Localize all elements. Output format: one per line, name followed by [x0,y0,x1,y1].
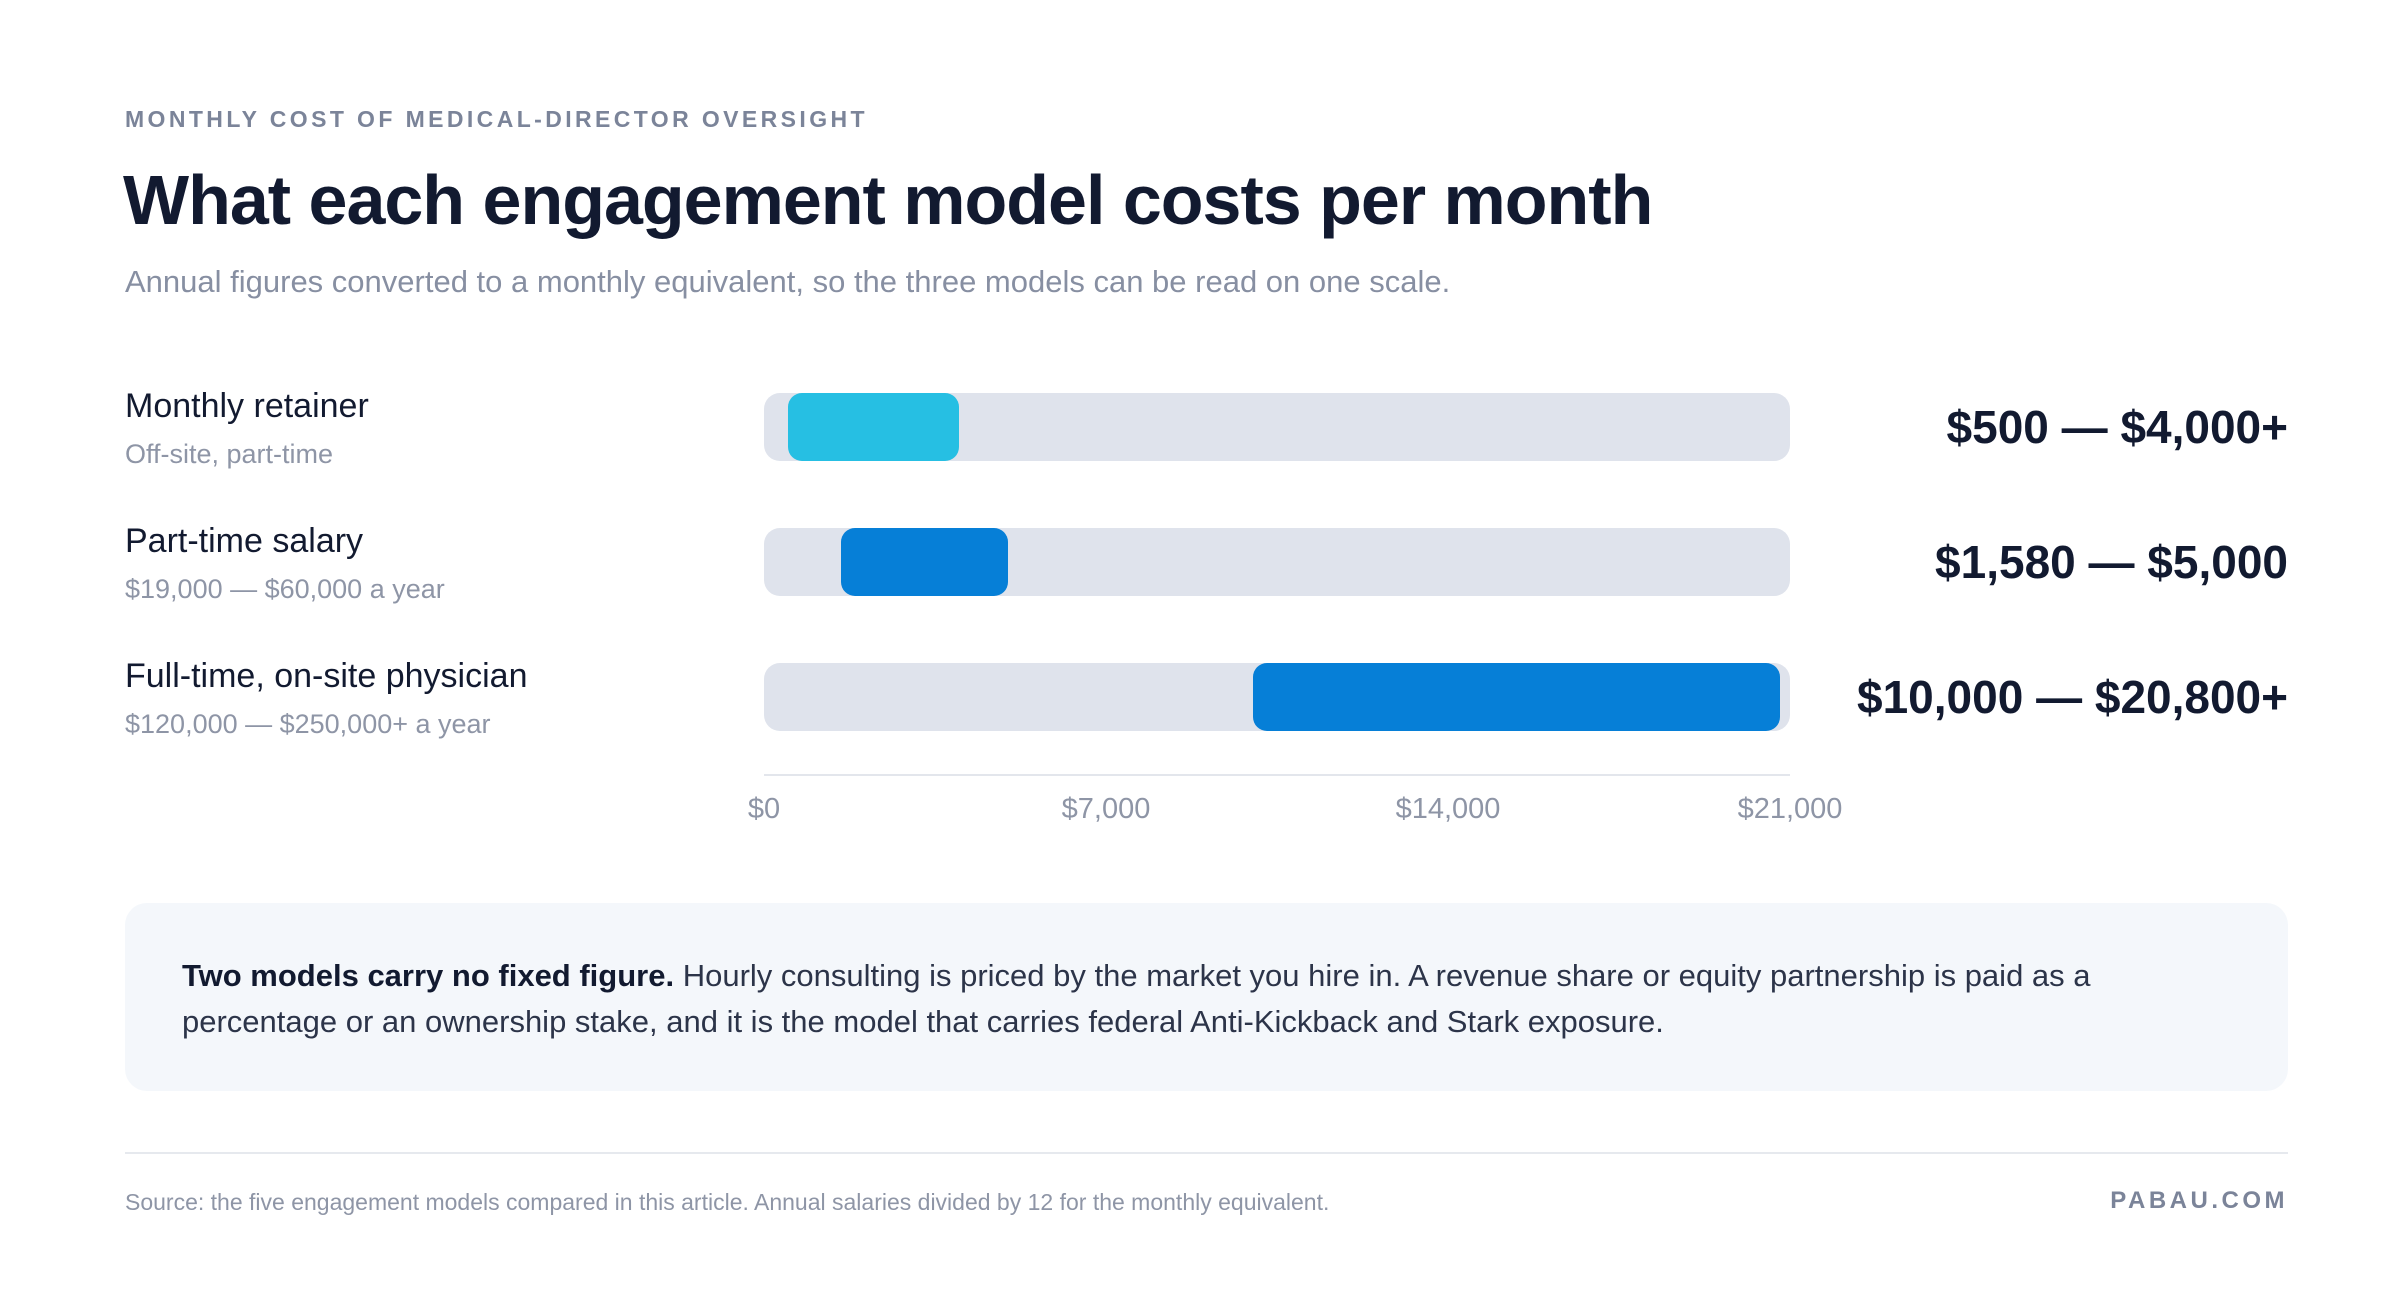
brand-mark: PABAU.COM [2110,1187,2288,1214]
range-value-full-time: $10,000 — $20,800+ [1857,671,2288,723]
bar-track [764,528,1790,596]
chart-subtitle: Annual figures converted to a monthly eq… [125,264,1451,299]
range-bar-full-time [1252,663,1781,731]
row-sublabel-part-time: $19,000 — $60,000 a year [125,574,445,604]
bar-track [764,393,1790,461]
chart-title: What each engagement model costs per mon… [123,161,1653,239]
x-tick-label: $14,000 [1395,793,1501,825]
x-axis-line [764,774,1790,776]
range-bar-retainer [788,393,960,461]
note-body: Hourly consulting is priced by the marke… [182,958,2091,1039]
x-tick-label: $0 [747,793,781,825]
note-box: Two models carry no fixed figure. Hourly… [125,903,2288,1091]
x-tick-label: $21,000 [1737,793,1843,825]
row-label-retainer: Monthly retainer [125,387,369,425]
footer-divider [125,1152,2288,1154]
row-label-part-time: Part-time salary [125,522,364,560]
range-value-part-time: $1,580 — $5,000 [1935,536,2288,588]
source-note: Source: the five engagement models compa… [125,1189,1330,1215]
note-lead: Two models carry no fixed figure. [182,958,675,993]
row-sublabel-retainer: Off-site, part-time [125,439,334,469]
bar-track [764,663,1790,731]
row-sublabel-full-time: $120,000 — $250,000+ a year [125,709,491,739]
x-tick-label: $7,000 [1061,793,1151,825]
row-label-full-time: Full-time, on-site physician [125,657,528,695]
eyebrow: MONTHLY COST OF MEDICAL-DIRECTOR OVERSIG… [125,106,868,132]
range-value-retainer: $500 — $4,000+ [1946,401,2288,453]
range-bar-part-time [841,528,1009,596]
